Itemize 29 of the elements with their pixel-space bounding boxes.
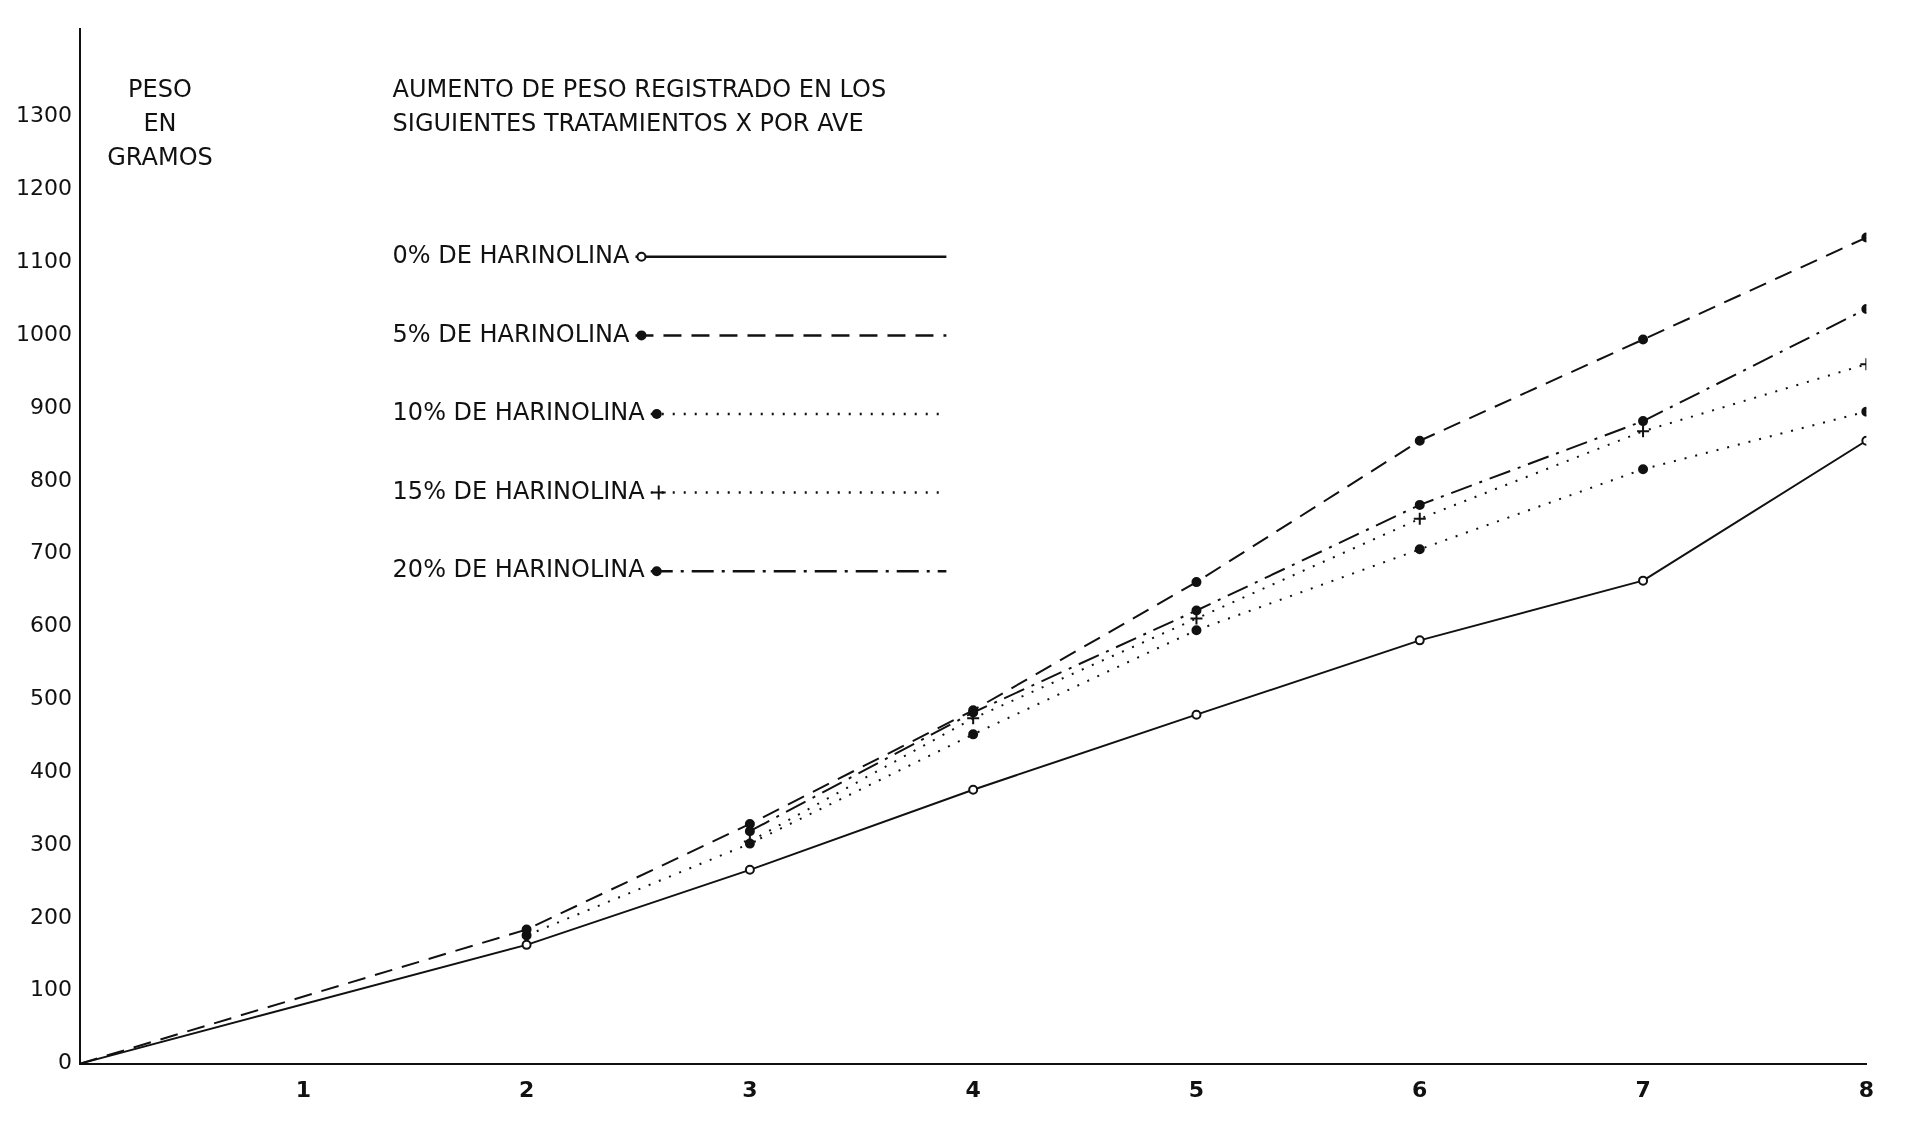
y-tick-label: 300 bbox=[29, 830, 72, 856]
legend-label: 15% DE HARINOLINA bbox=[392, 476, 646, 505]
x-tick-label: 6 bbox=[1412, 1076, 1428, 1102]
text: AUMENTO DE PESO REGISTRADO EN LOS SIGUIENTES TRATAMIENTOS X POR AVE bbox=[392, 75, 887, 138]
y-tick-label: 900 bbox=[29, 393, 72, 419]
y-tick-label: 200 bbox=[29, 903, 72, 929]
legend-label: 20% DE HARINOLINA bbox=[392, 555, 646, 584]
y-tick-label: 1100 bbox=[15, 248, 72, 274]
x-tick-label: 4 bbox=[965, 1076, 981, 1102]
y-tick-label: 0 bbox=[57, 1049, 72, 1075]
y-tick-label: 500 bbox=[29, 685, 72, 711]
x-tick-label: 3 bbox=[742, 1076, 758, 1102]
y-tick-label: 100 bbox=[29, 976, 72, 1002]
y-tick-label: 400 bbox=[29, 757, 72, 783]
legend-label: 10% DE HARINOLINA bbox=[392, 398, 646, 427]
x-tick-label: 2 bbox=[518, 1076, 535, 1102]
y-tick-label: 600 bbox=[29, 612, 72, 638]
y-tick-label: 700 bbox=[29, 539, 72, 565]
x-tick-label: 5 bbox=[1188, 1076, 1205, 1102]
y-tick-label: 1200 bbox=[15, 175, 72, 201]
legend-label: 0% DE HARINOLINA bbox=[392, 241, 631, 269]
legend-label: 5% DE HARINOLINA bbox=[392, 319, 631, 348]
y-tick-label: 1000 bbox=[15, 320, 72, 346]
x-tick-label: 1 bbox=[295, 1076, 311, 1102]
x-tick-label: 7 bbox=[1635, 1076, 1651, 1102]
y-axis-title: PESO EN GRAMOS bbox=[107, 75, 213, 172]
y-tick-label: 1300 bbox=[15, 102, 72, 128]
y-tick-label: 800 bbox=[29, 466, 72, 492]
x-tick-label: 8 bbox=[1858, 1076, 1874, 1102]
